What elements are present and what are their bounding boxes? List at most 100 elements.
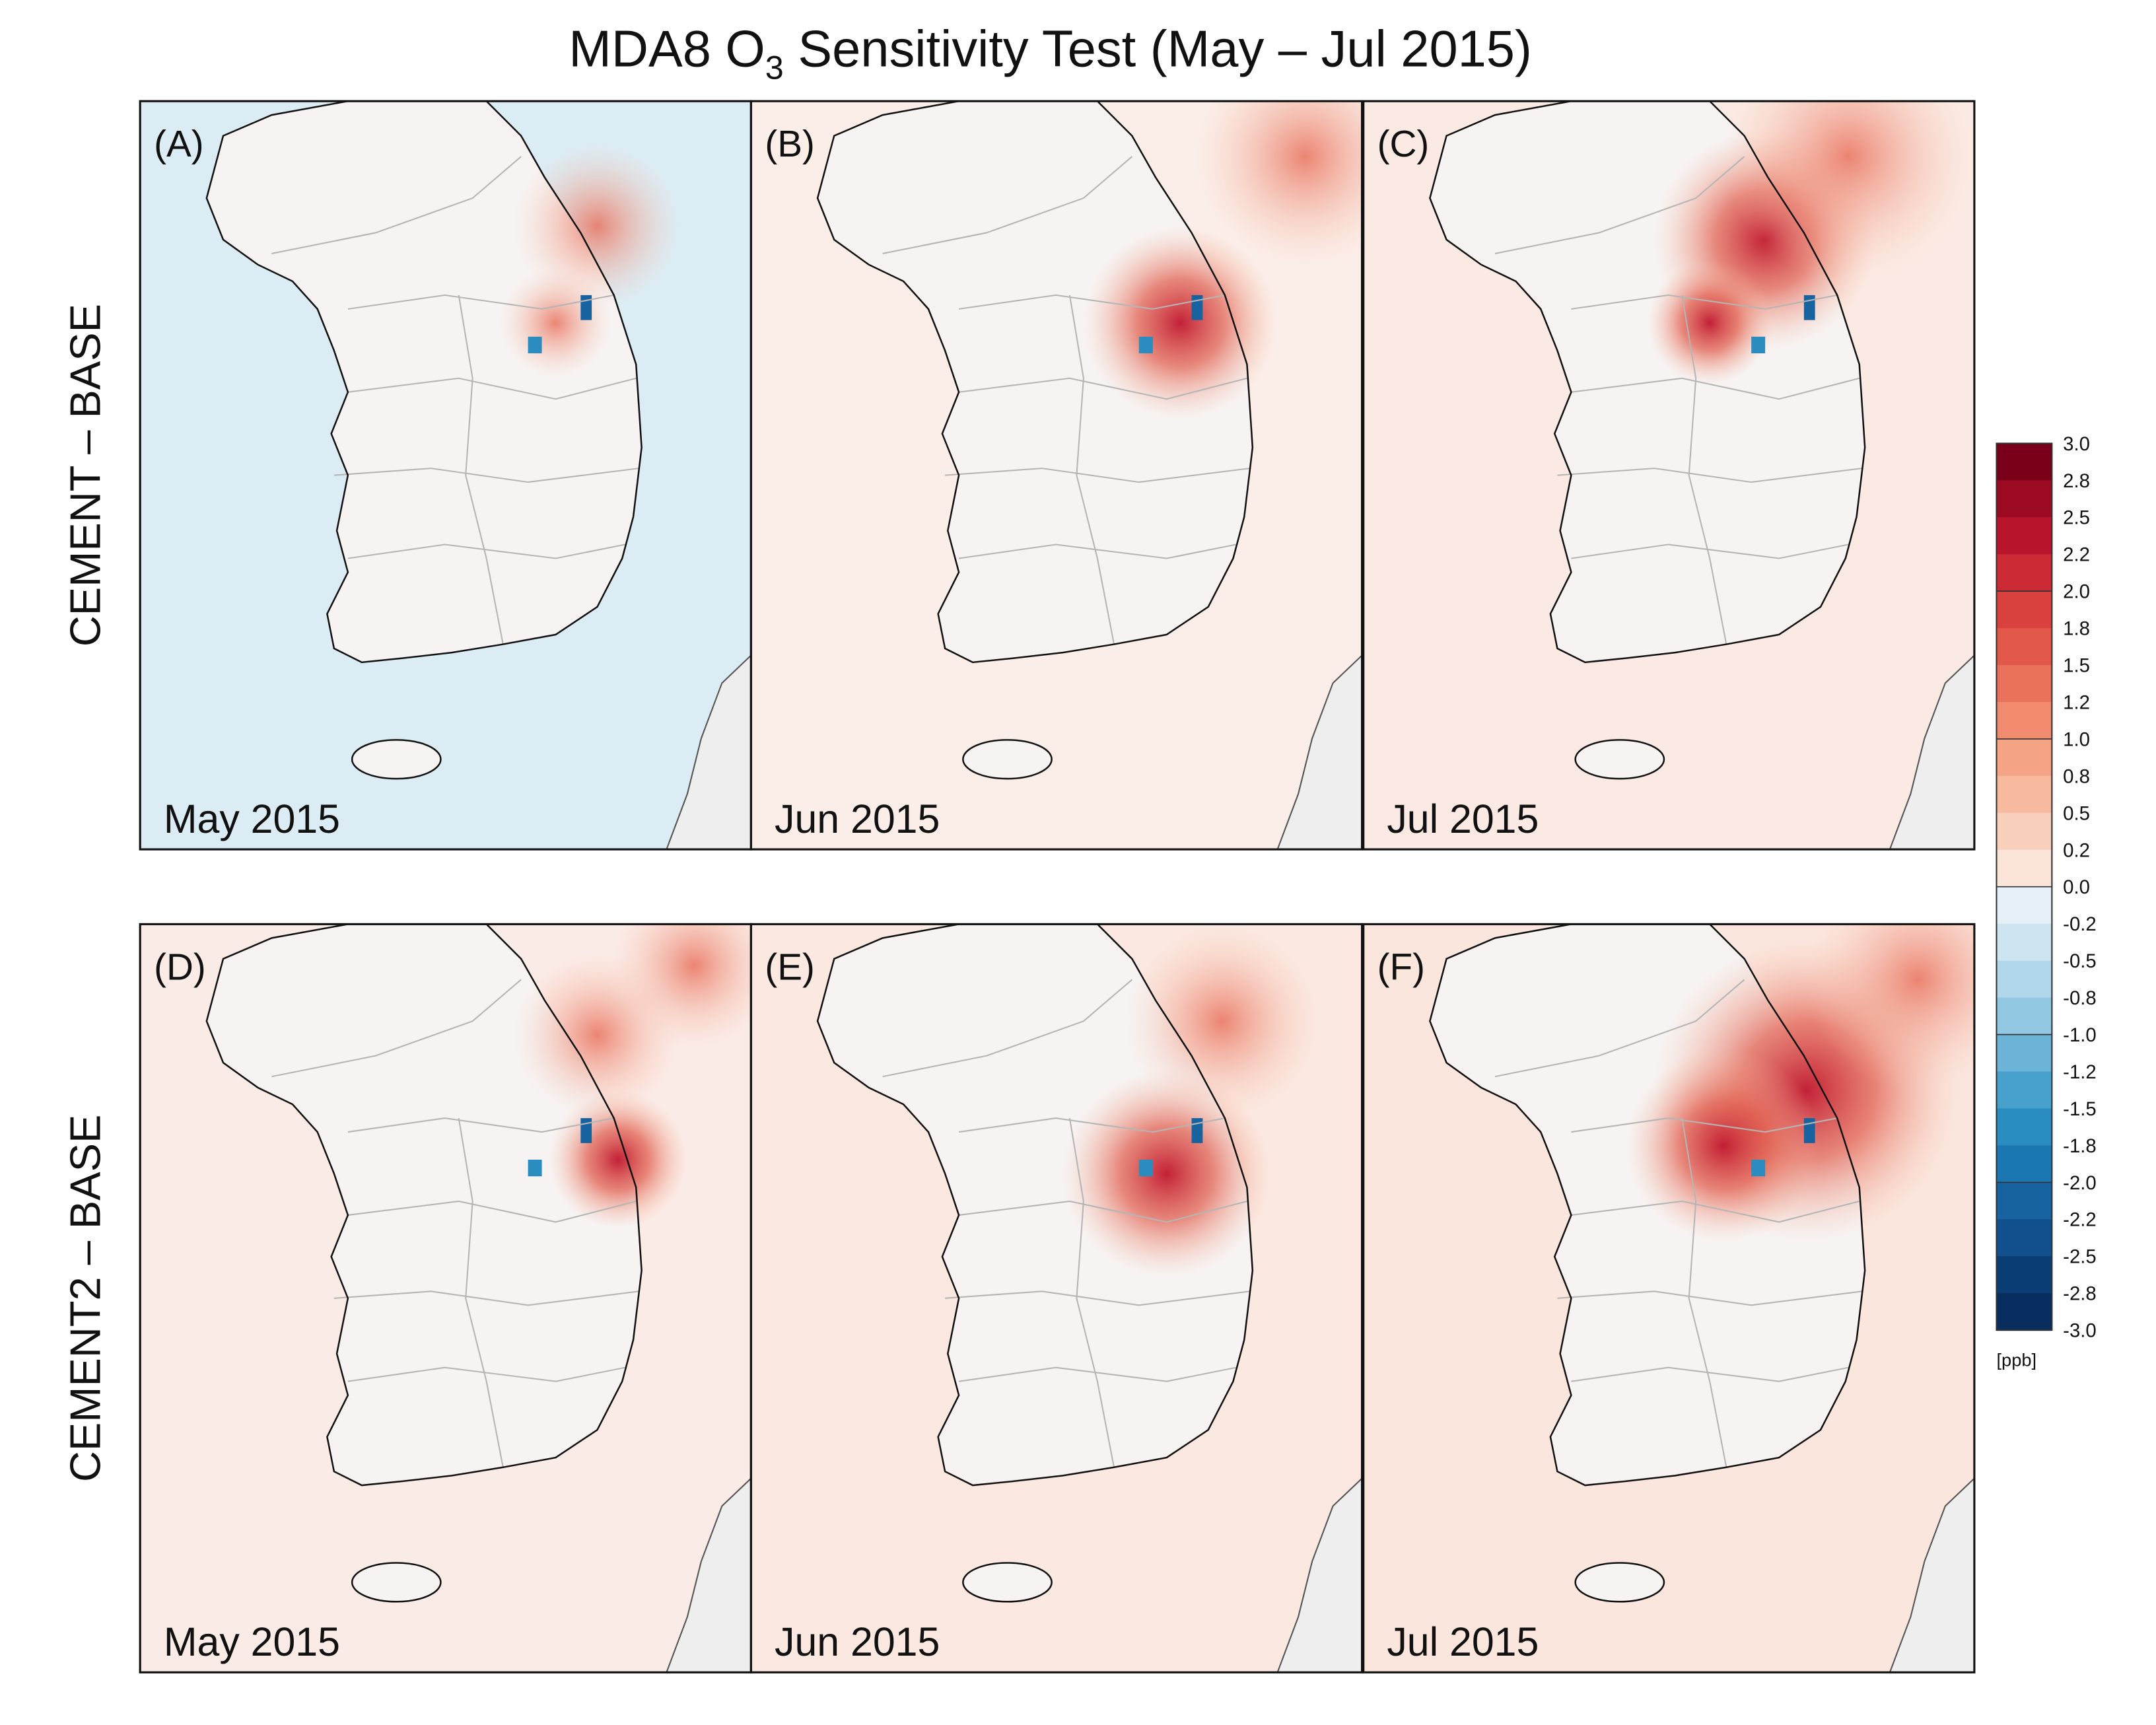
colorbar-tick-label: -3.0	[2063, 1320, 2097, 1342]
anomaly-area	[1807, 924, 1974, 1091]
panel-date: May 2015	[164, 1619, 340, 1664]
colorbar-tick-label: -1.5	[2063, 1098, 2097, 1120]
anomaly-area	[1125, 924, 1319, 1119]
colorbar-segment	[1996, 665, 2052, 703]
district-borders	[271, 979, 639, 1467]
colorbar-unit: [ppb]	[1996, 1350, 2036, 1370]
colorbar-segment	[1996, 1108, 2052, 1146]
colorbar-segment	[1996, 1034, 2052, 1073]
colorbar-segment	[1996, 923, 2052, 962]
colorbar-segment	[1996, 628, 2052, 666]
anomaly-area	[500, 267, 611, 378]
colorbar-tick-label: -1.2	[2063, 1061, 2097, 1083]
map-content	[1363, 101, 1974, 850]
coastline	[1429, 101, 1866, 664]
jeju-island	[351, 1562, 442, 1603]
map-content	[140, 924, 751, 1673]
map-content	[140, 101, 751, 850]
japan-coast	[1889, 654, 1974, 850]
map-content	[1363, 924, 1974, 1673]
anomaly-area	[1062, 1069, 1271, 1278]
panel-date: Jul 2015	[1387, 796, 1539, 841]
map-panel: (D) May 2015	[139, 923, 752, 1673]
colorbar-tick-label: 1.8	[2063, 618, 2090, 640]
colorbar-segment	[1996, 849, 2052, 888]
negative-cells	[528, 336, 542, 353]
colorbar-tick-label: -1.8	[2063, 1135, 2097, 1157]
colorbar-segment	[1996, 886, 2052, 925]
negative-cells	[1751, 336, 1766, 353]
map-panel: (B) Jun 2015	[749, 100, 1364, 851]
colorbar-tick-label: -0.5	[2063, 950, 2097, 972]
japan-coast	[1889, 1477, 1974, 1673]
colorbar-tick-label: -1.0	[2063, 1024, 2097, 1046]
panel-label: (E)	[765, 946, 814, 988]
panel-label: (B)	[765, 123, 814, 165]
colorbar-segment	[1996, 1256, 2052, 1294]
colorbar-segment	[1996, 554, 2052, 592]
colorbar-tick-label: 1.2	[2063, 691, 2090, 713]
colorbar-tick-label: -2.2	[2063, 1209, 2097, 1231]
district-borders	[271, 156, 639, 645]
panel-frame	[1362, 923, 1976, 1673]
coastline	[816, 101, 1254, 664]
colorbar-tick-label: 2.2	[2063, 544, 2090, 566]
negative-cells	[1191, 295, 1203, 320]
negative-cells	[1803, 295, 1815, 320]
title-part: MDA8 O	[569, 21, 765, 78]
colorbar-tick-label: -0.2	[2063, 913, 2097, 935]
colorbar-segment	[1996, 812, 2052, 851]
map-content	[751, 101, 1362, 850]
district-borders	[1494, 156, 1863, 645]
colorbar-tick-label: 0.5	[2063, 802, 2090, 824]
anomaly-area	[1723, 101, 1973, 281]
panel-label: (F)	[1377, 946, 1425, 988]
jeju-island	[962, 739, 1053, 780]
panel-date: Jun 2015	[775, 1619, 940, 1664]
coastline	[816, 924, 1254, 1487]
japan-coast	[1276, 654, 1362, 850]
colorbar-segment	[1996, 480, 2052, 518]
row-label: CEMENT – BASE	[61, 304, 109, 647]
colorbar-segment	[1996, 591, 2052, 629]
negative-cells	[1138, 1160, 1153, 1177]
jeju-island	[351, 739, 442, 780]
colorbar-tick-label: 2.0	[2063, 581, 2090, 603]
colorbar-segment	[1996, 738, 2052, 777]
map-content	[751, 924, 1362, 1673]
colorbar-tick-label: 1.0	[2063, 728, 2090, 750]
negative-cells	[528, 1160, 542, 1177]
japan-coast	[666, 1477, 751, 1673]
map-panel: (E) Jun 2015	[749, 923, 1364, 1673]
district-borders	[882, 156, 1250, 645]
negative-cells	[1138, 336, 1153, 353]
negative-cells	[580, 1118, 592, 1143]
colorbar-segment	[1996, 443, 2052, 481]
panel-frame	[749, 923, 1364, 1673]
colorbar-segment	[1996, 997, 2052, 1036]
panel-frame	[749, 100, 1364, 851]
anomaly-area	[1647, 260, 1772, 386]
anomaly-area	[1626, 1049, 1821, 1243]
panel-date: Jul 2015	[1387, 1619, 1539, 1664]
panel-label: (A)	[154, 123, 203, 165]
coastline	[205, 924, 643, 1487]
negative-cells	[580, 295, 592, 320]
panel-label: (C)	[1377, 123, 1430, 165]
colorbar-tick-label: -0.8	[2063, 987, 2097, 1009]
colorbar-tick-label: 3.0	[2063, 433, 2090, 455]
panel-label: (D)	[154, 946, 206, 988]
colorbar-tick-label: 0.8	[2063, 765, 2090, 787]
map-panel: (A) May 2015	[139, 100, 752, 851]
colorbar-tick-label: 2.5	[2063, 507, 2090, 529]
colorbar-segment	[1996, 1293, 2052, 1331]
map-panel: (F) Jul 2015	[1362, 923, 1976, 1673]
colorbar-tick-label: 2.8	[2063, 470, 2090, 492]
colorbar-tick-label: -2.0	[2063, 1172, 2097, 1194]
jeju-island	[1574, 1562, 1665, 1603]
colorbar-tick-label: 0.0	[2063, 876, 2090, 898]
anomaly-area	[1083, 225, 1278, 420]
japan-coast	[666, 654, 751, 850]
anomaly-area	[611, 924, 751, 1049]
